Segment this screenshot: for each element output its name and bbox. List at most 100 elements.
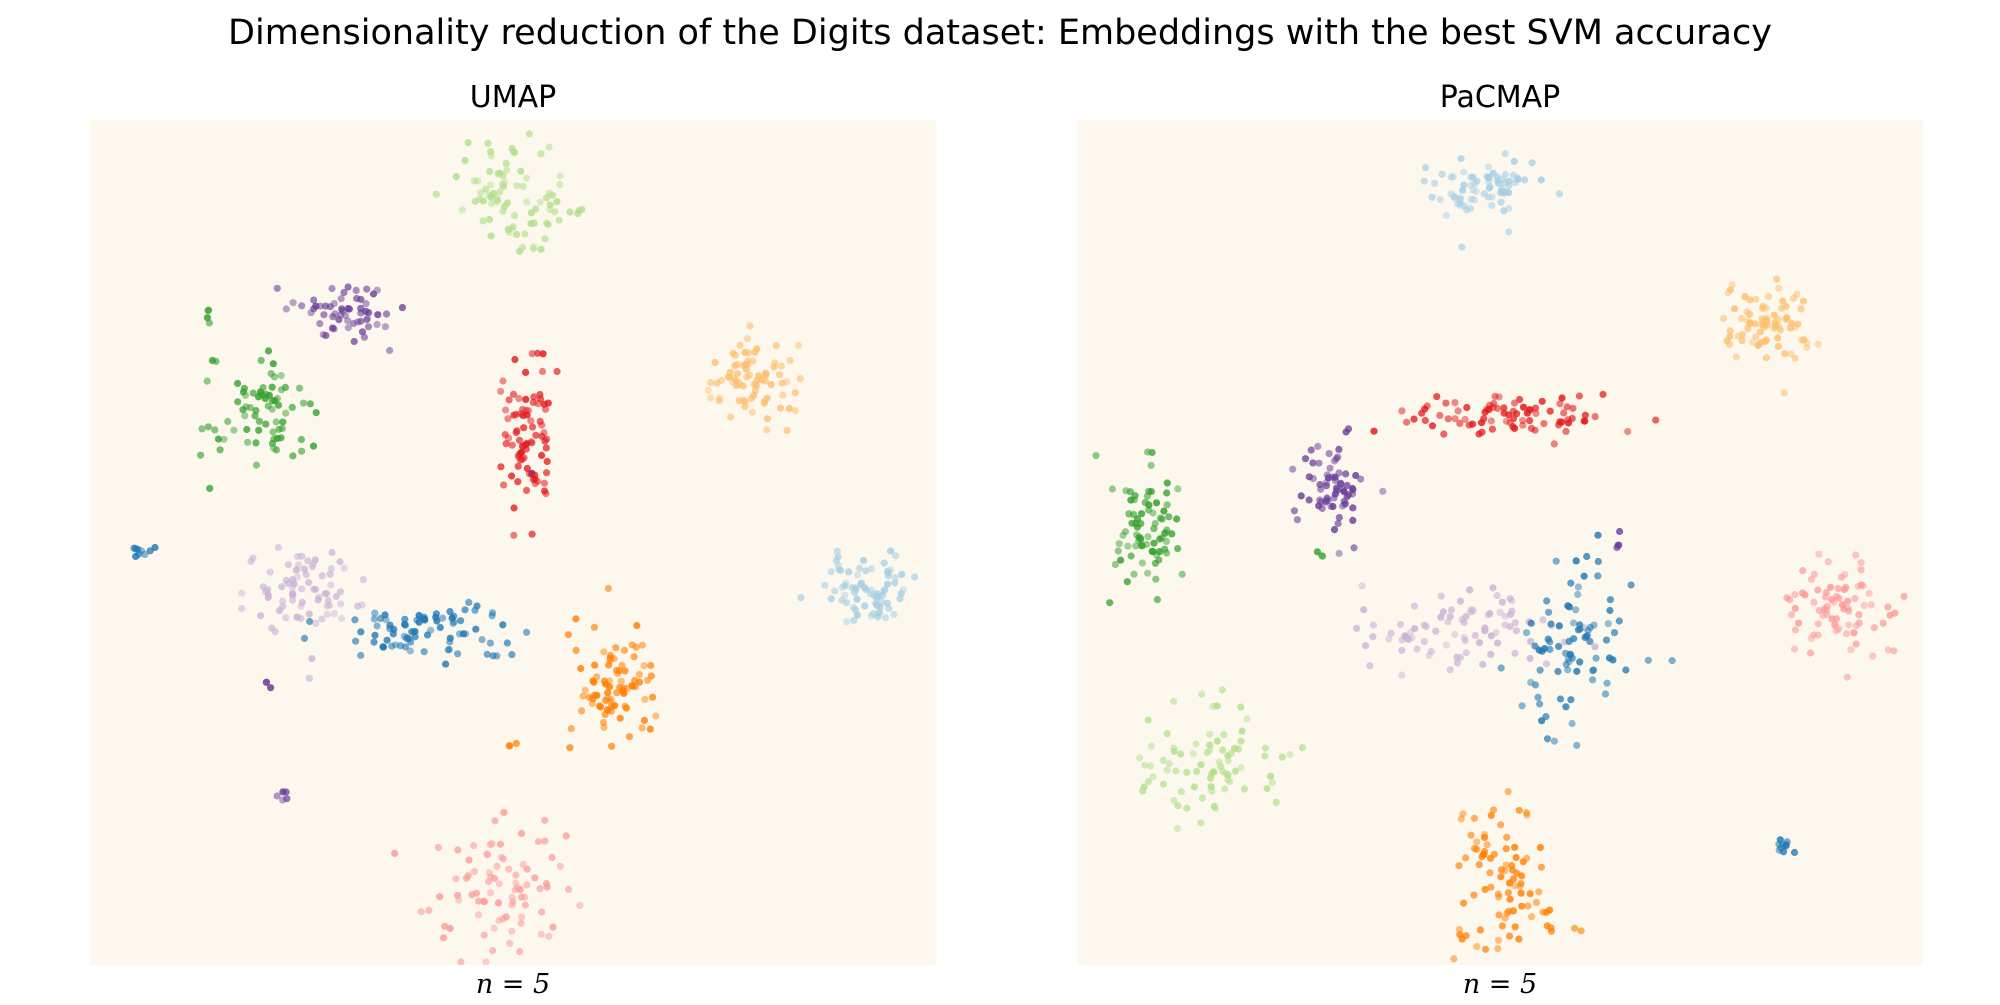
data-point-red [1591,413,1599,421]
data-point-lavender [1508,607,1516,615]
data-point-purple [1317,485,1325,493]
data-point-dark-blue [1567,696,1575,704]
data-point-lavender [1526,654,1534,663]
data-point-light-green [541,235,549,243]
data-point-light-orange [1745,310,1754,318]
data-point-light-orange [776,404,785,412]
series-light-orange [704,322,804,434]
data-point-light-green [1213,737,1221,745]
data-point-pink [1844,604,1852,612]
data-point-orange [1542,908,1550,916]
pacmap-x-axis-label: n = 5 [1462,969,1538,1000]
data-point-light-green [556,172,564,180]
data-point-orange [505,742,513,750]
data-point-light-green [512,230,521,238]
data-point-light-orange [752,381,760,389]
data-point-dark-blue [1538,717,1546,725]
data-point-dark-blue [1564,655,1572,663]
data-point-orange [612,644,620,652]
data-point-dark-blue [383,636,391,644]
data-point-light-blue [874,611,883,619]
data-point-pink [1859,582,1867,590]
data-point-light-blue [857,580,865,588]
data-point-light-green [518,243,526,252]
data-point-lavender [249,554,257,562]
data-point-light-orange [1744,325,1752,333]
data-point-dark-green [312,409,320,417]
data-point-light-green [1149,773,1157,781]
data-point-dark-green [1138,510,1146,518]
data-point-light-green [1189,750,1197,758]
data-point-light-blue [821,581,829,589]
data-point-purple [363,285,371,293]
data-point-dark-blue [1536,666,1544,674]
data-point-purple [1616,527,1624,536]
data-point-pink [494,899,503,907]
data-point-pink [1852,640,1860,648]
data-point-orange [607,707,616,715]
data-point-orange [1577,927,1585,935]
data-point-dark-green [1144,533,1152,541]
data-point-light-orange [727,413,735,421]
data-point-red [542,444,550,452]
data-point-pink [1855,619,1863,627]
data-point-orange [1501,867,1509,875]
data-point-pink [523,865,531,873]
data-point-lavender [315,593,323,601]
data-point-dark-blue [388,642,396,650]
data-point-red [522,440,530,448]
data-point-pink [489,947,497,955]
data-point-light-green [522,174,531,182]
data-point-orange [1517,889,1525,897]
data-point-pink [470,868,479,876]
data-point-purple [382,310,391,318]
data-point-dark-green [255,417,263,425]
data-point-dark-blue [1550,737,1558,745]
data-point-dark-green [1174,485,1182,493]
data-point-light-green [555,216,563,224]
data-point-orange [1476,926,1484,934]
data-point-pink [1799,567,1807,575]
data-point-pink [1824,558,1832,566]
data-point-lavender [238,589,246,597]
data-point-dark-blue [523,628,531,636]
data-point-lavender [1489,584,1497,592]
data-point-red [524,407,532,415]
data-point-lavender [340,564,348,572]
data-point-dark-blue [379,643,387,651]
data-point-purple [344,324,352,332]
data-point-orange [635,670,644,679]
data-point-light-green [1220,731,1228,739]
data-point-red [1440,430,1448,438]
data-point-light-blue [1436,196,1444,204]
data-point-light-green [529,245,538,253]
data-point-light-orange [1788,319,1796,327]
data-point-red [509,390,518,398]
data-point-orange [600,648,608,656]
data-point-light-green [488,200,496,208]
data-point-dark-blue [472,625,480,633]
data-point-lavender [1362,642,1370,650]
data-point-lavender [278,583,286,591]
data-point-light-green [1177,750,1185,758]
data-point-dark-green [1156,548,1164,556]
data-point-orange [1494,936,1503,944]
data-point-purple [1330,526,1339,534]
data-point-orange [646,725,654,733]
data-point-dark-green [240,384,248,392]
data-point-red [1531,404,1540,412]
data-point-light-green [1192,740,1200,748]
data-point-lavender [336,558,344,566]
data-point-dark-blue [352,637,360,645]
data-point-dark-blue [132,552,140,560]
data-point-dark-green [272,418,280,426]
data-point-purple [1322,482,1330,490]
data-point-light-blue [1451,194,1459,202]
data-point-light-blue [898,570,906,578]
data-point-red [1468,420,1477,428]
data-point-light-green [1243,715,1251,723]
data-point-light-blue [891,552,900,560]
data-point-light-green [513,182,521,190]
data-point-lavender [1494,639,1502,647]
data-point-red [1423,402,1431,410]
